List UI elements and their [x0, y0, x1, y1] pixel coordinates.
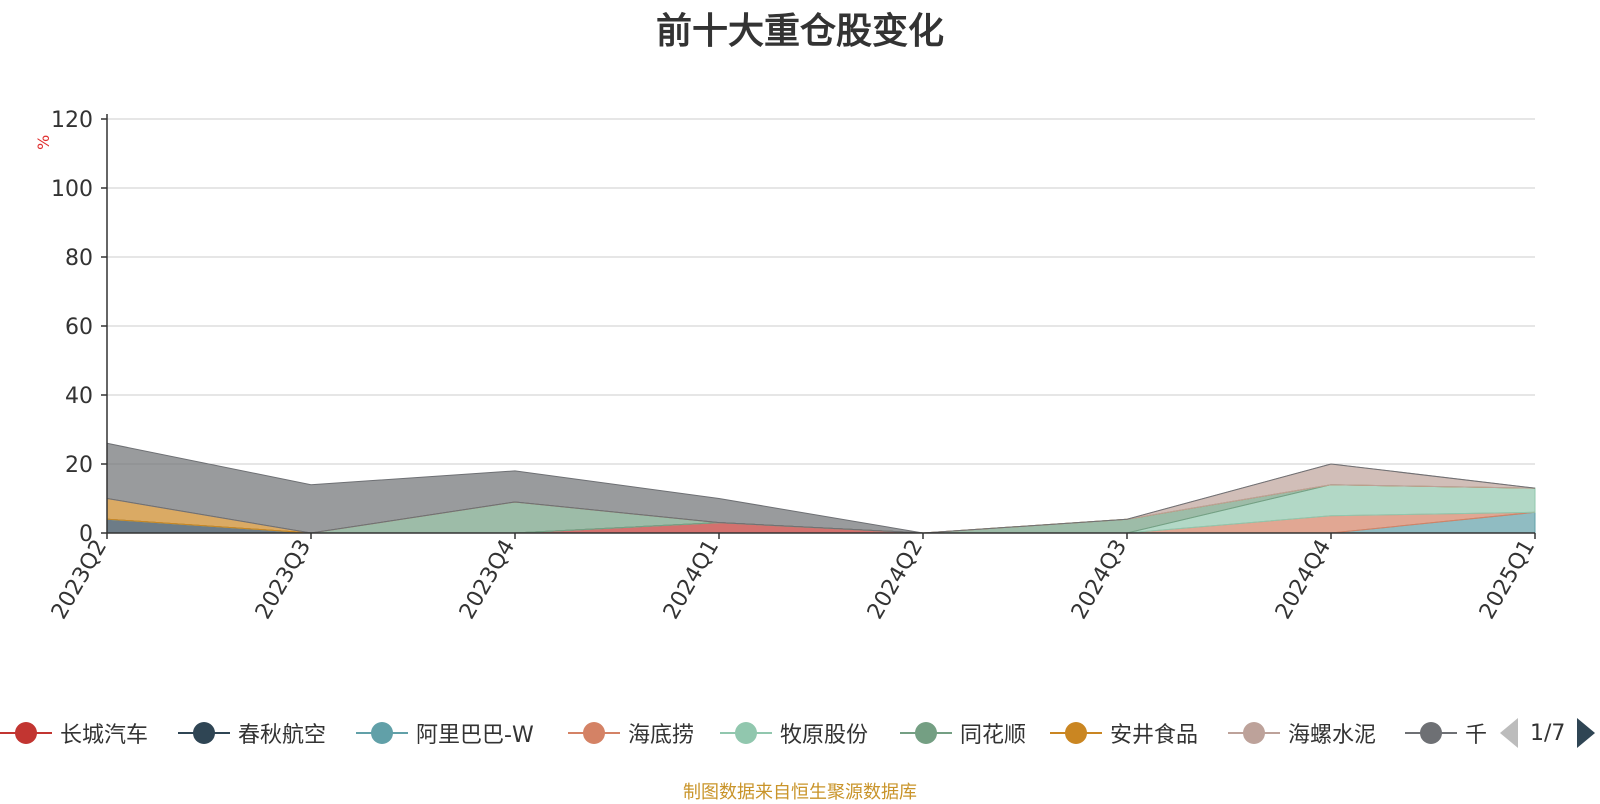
y-tick-label: 20: [65, 453, 93, 478]
legend-marker-icon: [900, 722, 952, 744]
x-tick-label: 2023Q2: [47, 536, 112, 624]
legend-item[interactable]: 同花顺: [900, 713, 1026, 753]
y-axis-unit: %: [34, 134, 53, 150]
y-tick-label: 0: [79, 522, 93, 547]
y-tick-label: 100: [51, 177, 93, 202]
legend-marker-icon: [356, 722, 408, 744]
x-tick-label: 2024Q4: [1271, 536, 1336, 624]
x-tick-label: 2024Q1: [659, 536, 724, 624]
y-tick-label: 60: [65, 315, 93, 340]
legend-marker-icon: [1228, 722, 1280, 744]
legend-item[interactable]: 安井食品: [1050, 713, 1198, 753]
y-tick-label: 80: [65, 246, 93, 271]
x-tick-label: 2024Q3: [1067, 536, 1132, 624]
y-tick-label: 120: [51, 108, 93, 133]
x-tick-label: 2025Q1: [1475, 536, 1540, 624]
legend-label: 同花顺: [960, 723, 1027, 748]
legend: 长城汽车 春秋航空 阿里巴巴-W 海底捞 牧原股份 同花顺 安井食品 海螺水泥 千: [0, 713, 1600, 753]
legend-marker-icon: [1050, 722, 1102, 744]
legend-item[interactable]: 春秋航空: [178, 713, 326, 753]
legend-label: 海底捞: [628, 723, 695, 748]
legend-item[interactable]: 阿里巴巴-W: [356, 713, 534, 753]
chart-area: 0 20 40 60 80 100 120 2023Q2 2023Q3 2023Q4 2024Q1 2…: [47, 108, 1540, 624]
legend-prev-icon[interactable]: [1500, 718, 1518, 748]
legend-label: 阿里巴巴-W: [416, 723, 534, 748]
legend-label: 千: [1465, 723, 1488, 748]
legend-items: 长城汽车 春秋航空 阿里巴巴-W 海底捞 牧原股份 同花顺 安井食品 海螺水泥 千: [0, 713, 1490, 753]
legend-item[interactable]: 千: [1405, 713, 1487, 753]
x-tick-label: 2023Q3: [251, 536, 316, 624]
x-tick-label: 2023Q4: [455, 536, 520, 624]
legend-item[interactable]: 海底捞: [568, 713, 694, 753]
legend-marker-icon: [0, 722, 52, 744]
chart-title: 前十大重仓股变化: [655, 11, 944, 52]
data-source-note: 制图数据来自恒生聚源数据库: [683, 782, 917, 803]
legend-marker-icon: [178, 722, 230, 744]
legend-label: 牧原股份: [780, 723, 869, 748]
legend-label: 春秋航空: [238, 723, 327, 748]
legend-page-indicator: 1/7: [1530, 720, 1566, 746]
legend-marker-icon: [720, 722, 772, 744]
legend-item[interactable]: 海螺水泥: [1228, 713, 1376, 753]
legend-pager: 1/7: [1500, 713, 1596, 753]
legend-label: 安井食品: [1110, 723, 1199, 748]
legend-marker-icon: [1405, 722, 1457, 744]
legend-item[interactable]: 长城汽车: [0, 713, 148, 753]
legend-marker-icon: [568, 722, 620, 744]
legend-label: 长城汽车: [60, 723, 149, 748]
series-area: [106, 442, 1536, 534]
legend-next-icon[interactable]: [1577, 718, 1596, 748]
y-tick-label: 40: [65, 384, 93, 409]
legend-item[interactable]: 牧原股份: [720, 713, 868, 753]
legend-label: 海螺水泥: [1288, 723, 1377, 748]
x-tick-label: 2024Q2: [863, 536, 928, 624]
